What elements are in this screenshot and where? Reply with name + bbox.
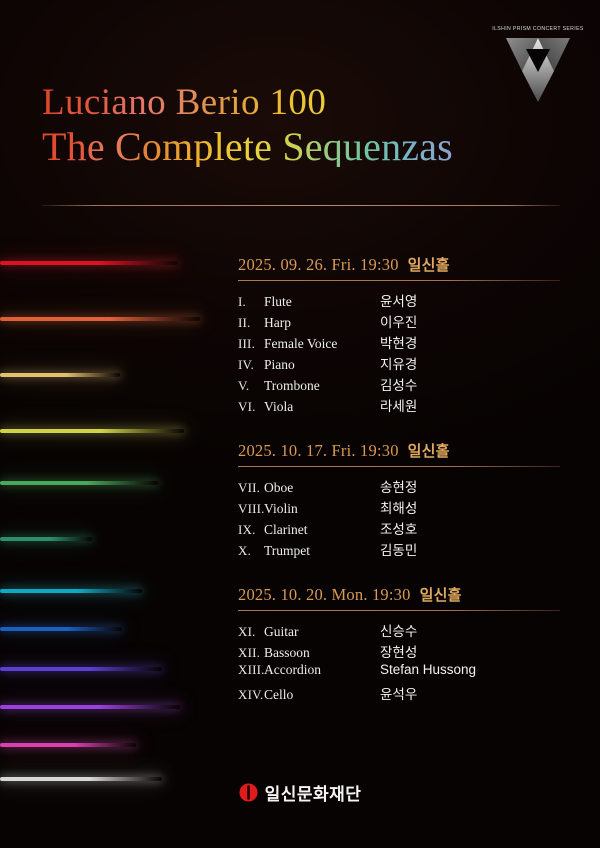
program-row-performer: 박현경	[380, 336, 418, 351]
program-row-number: XIII.	[238, 662, 265, 677]
program-row-instrument: Flute	[264, 294, 292, 309]
program-row-instrument: Bassoon	[264, 645, 310, 660]
program-row-performer: 최해성	[380, 501, 418, 516]
program-row-number: I.	[238, 294, 246, 309]
program-row-instrument: Female Voice	[264, 336, 338, 351]
program-row-performer: 김성수	[380, 378, 418, 393]
program-row-instrument: Violin	[264, 501, 298, 516]
program-row: VIII. Violin 최해성	[238, 497, 568, 518]
program-row: I. Flute 윤서영	[238, 290, 568, 311]
program-section: 2025. 09. 26. Fri. 19:30 일신홀 I. Flute 윤서영 II.…	[238, 254, 568, 416]
light-bar	[0, 743, 136, 747]
program-row-performer: 신승수	[380, 624, 418, 639]
program-section-divider	[238, 280, 560, 281]
page-title-line-2: The Complete Sequenzas	[42, 127, 562, 167]
light-bar	[0, 589, 142, 593]
program-row: IX. Clarinet 조성호	[238, 518, 568, 539]
prism-triangle-icon	[506, 38, 570, 102]
program-row: III. Female Voice 박현경	[238, 332, 568, 353]
program-row-number: X.	[238, 543, 252, 558]
program-row: VII. Oboe 송현정	[238, 476, 568, 497]
light-bar	[0, 667, 162, 671]
program-section-divider	[238, 466, 560, 467]
program-row: XI. Guitar 신승수	[238, 620, 568, 641]
program-date: 2025. 10. 20. Mon. 19:30	[238, 585, 411, 604]
program-row-number: IX.	[238, 522, 256, 537]
program-row-instrument: Trombone	[264, 378, 320, 393]
program-rows: I. Flute 윤서영 II. Harp 이우진 III. Female Voice 박현경 I…	[238, 290, 568, 416]
light-bar	[0, 777, 162, 781]
rainbow-light-bars	[0, 255, 210, 781]
program-row-performer: 윤석우	[380, 687, 418, 702]
program-date: 2025. 10. 17. Fri. 19:30	[238, 441, 399, 460]
page-title-line-1: Luciano Berio 100	[42, 84, 562, 121]
program-row-performer: 윤서영	[380, 294, 418, 309]
light-bar	[0, 627, 122, 631]
program-row-performer: 김동민	[380, 543, 418, 558]
program-row-instrument: Trumpet	[264, 543, 311, 558]
program-row-performer: 이우진	[380, 315, 418, 330]
program-row: V. Trombone 김성수	[238, 374, 568, 395]
program-row-number: VIII.	[238, 501, 265, 516]
program-row-number: XII.	[238, 645, 261, 660]
foundation-name: 일신문화재단	[264, 785, 362, 804]
program-row-performer: 장현성	[380, 645, 418, 660]
program-row: XIII. Accordion Stefan Hussong	[238, 662, 568, 683]
program-date: 2025. 09. 26. Fri. 19:30	[238, 255, 399, 274]
program-row-instrument: Piano	[264, 357, 295, 372]
program-row-performer: 라세원	[380, 399, 418, 414]
program-list: 2025. 09. 26. Fri. 19:30 일신홀 I. Flute 윤서영 II.…	[238, 254, 568, 728]
title-block: Luciano Berio 100 The Complete Sequenzas	[42, 84, 562, 167]
program-section-header: 2025. 09. 26. Fri. 19:30 일신홀	[238, 254, 568, 275]
light-bar	[0, 261, 178, 265]
program-row: X. Trumpet 김동민	[238, 539, 568, 560]
series-logo: ILSHIN PRISM CONCERT SERIES	[492, 26, 584, 112]
footer: 일신문화재단	[0, 780, 600, 805]
program-rows: VII. Oboe 송현정 VIII. Violin 최해성 IX. Clarinet 조성호 X…	[238, 476, 568, 560]
program-row: XIV. Cello 윤석우	[238, 683, 568, 704]
ilshin-foundation-mark-icon	[239, 783, 258, 802]
program-row-instrument: Guitar	[264, 624, 299, 639]
program-row-number: IV.	[238, 357, 254, 372]
program-row-performer: 지유경	[380, 357, 418, 372]
program-row-instrument: Accordion	[264, 662, 321, 677]
program-row-number: VI.	[238, 399, 256, 414]
program-row-number: V.	[238, 378, 250, 393]
program-venue: 일신홀	[407, 257, 450, 274]
light-bar	[0, 429, 184, 433]
program-row-instrument: Clarinet	[264, 522, 308, 537]
light-bar	[0, 481, 158, 485]
program-row-performer: 조성호	[380, 522, 418, 537]
program-row-number: II.	[238, 315, 251, 330]
light-bar	[0, 537, 92, 541]
light-bar	[0, 373, 120, 377]
program-venue: 일신홀	[419, 587, 462, 604]
program-row-instrument: Cello	[264, 687, 294, 702]
program-rows: XI. Guitar 신승수 XII. Bassoon 장현성 XIII. Accordion…	[238, 620, 568, 704]
title-divider	[42, 205, 560, 206]
light-bar	[0, 317, 200, 321]
program-venue: 일신홀	[407, 443, 450, 460]
program-section-header: 2025. 10. 17. Fri. 19:30 일신홀	[238, 440, 568, 461]
program-row-number: XI.	[238, 624, 256, 639]
program-section-divider	[238, 610, 560, 611]
program-row: XII. Bassoon 장현성	[238, 641, 568, 662]
program-row-instrument: Harp	[264, 315, 291, 330]
program-section: 2025. 10. 20. Mon. 19:30 일신홀 XI. Guitar 신승수 X…	[238, 584, 568, 704]
program-section-header: 2025. 10. 20. Mon. 19:30 일신홀	[238, 584, 568, 605]
light-bar	[0, 705, 180, 709]
program-row-performer: Stefan Hussong	[380, 662, 477, 677]
program-row: II. Harp 이우진	[238, 311, 568, 332]
program-row-number: VII.	[238, 480, 261, 495]
program-row-instrument: Oboe	[264, 480, 294, 495]
program-row-instrument: Viola	[264, 399, 294, 414]
program-section: 2025. 10. 17. Fri. 19:30 일신홀 VII. Oboe 송현정 VI…	[238, 440, 568, 560]
series-logo-text: ILSHIN PRISM CONCERT SERIES	[492, 26, 584, 32]
program-row: IV. Piano 지유경	[238, 353, 568, 374]
program-row-performer: 송현정	[380, 480, 418, 495]
program-row-number: XIV.	[238, 687, 264, 702]
program-row: VI. Viola 라세원	[238, 395, 568, 416]
program-row-number: III.	[238, 336, 256, 351]
